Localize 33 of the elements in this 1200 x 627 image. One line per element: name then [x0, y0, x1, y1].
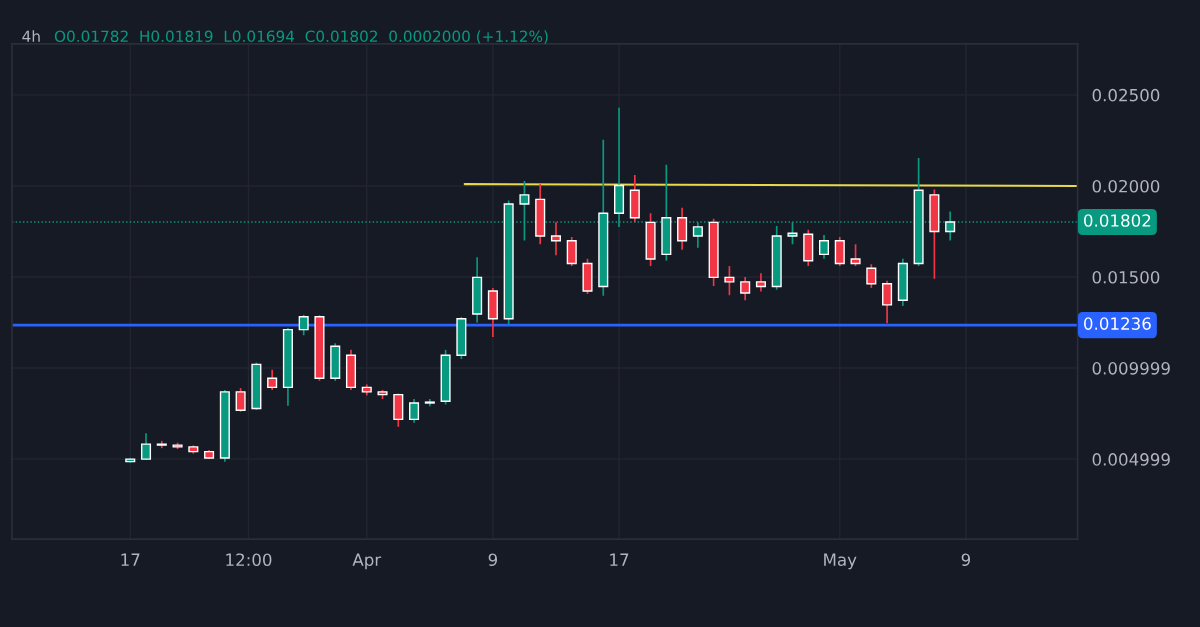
candlestick — [818, 234, 830, 260]
candlestick — [235, 387, 246, 413]
ref-line-label: 0.01802 — [1084, 214, 1151, 227]
y-tick-label: 0.02000 — [1092, 179, 1160, 193]
candlestick — [519, 180, 530, 242]
x-tick-label: 9 — [488, 553, 498, 567]
ref-line-label: 0.01236 — [1084, 317, 1151, 330]
candlestick — [740, 276, 751, 302]
x-tick-label: 9 — [961, 553, 971, 567]
candlestick — [409, 398, 420, 424]
x-tick-label: 17 — [610, 553, 629, 566]
candlestick — [566, 236, 577, 267]
candlestick — [834, 236, 845, 267]
candlestick — [298, 314, 309, 337]
chart-title: 4h — [22, 30, 40, 42]
y-tick-label: 0.02500 — [1092, 88, 1160, 102]
x-tick-label: May — [824, 553, 857, 570]
x-tick-label: 12:00 — [226, 553, 272, 567]
x-tick-label: 17 — [121, 553, 140, 566]
y-tick-label: 0.009999 — [1092, 362, 1170, 375]
candlestick — [267, 369, 278, 391]
candlestick — [677, 206, 688, 251]
x-tick-label: Apr — [352, 553, 382, 570]
candlestick — [755, 272, 766, 293]
candlestick — [140, 432, 152, 461]
candlestick — [882, 279, 893, 325]
candlestick — [850, 243, 861, 267]
candlestick — [550, 221, 561, 256]
candlestick — [724, 265, 735, 297]
y-tick-label: 0.01500 — [1092, 270, 1160, 284]
candlestick — [866, 263, 877, 289]
y-tick-label: 0.004999 — [1092, 453, 1170, 466]
chart-subtitle: O0.01782 H0.01819 L0.01694 C0.01802 0.0002000 (+1.12%) — [54, 30, 548, 44]
